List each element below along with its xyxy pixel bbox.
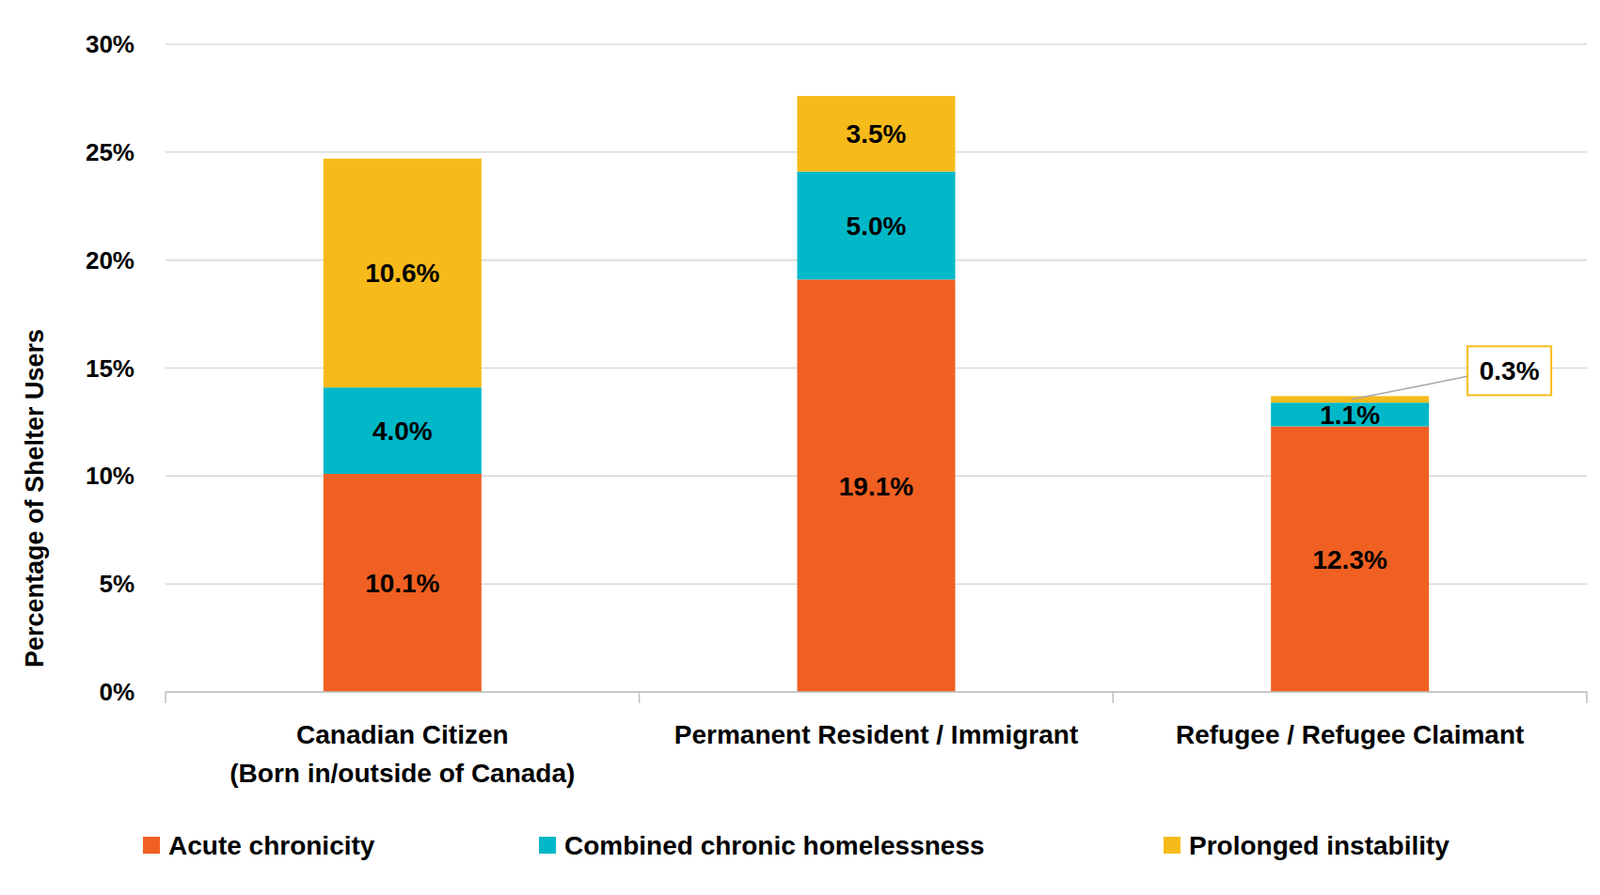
legend-swatch bbox=[142, 837, 160, 855]
bar-segment bbox=[797, 95, 956, 172]
data-label: 5.0% bbox=[846, 211, 907, 241]
data-label: 3.5% bbox=[846, 119, 907, 149]
x-tick-label: Permanent Resident / Immigrant bbox=[674, 720, 1078, 750]
legend-label: Prolonged instability bbox=[1188, 831, 1450, 861]
grid-line bbox=[165, 691, 1587, 694]
data-label: 1.1% bbox=[1319, 400, 1380, 430]
chart-container: 0% 5% 10% 15% 20% 25% 30% Percentage of Shelter… bbox=[0, 0, 1600, 895]
x-tick-label: Refugee / Refugee Claimant bbox=[1175, 720, 1524, 750]
data-label: 10.1% bbox=[364, 569, 440, 599]
bar-segment bbox=[323, 387, 482, 475]
bar-segment bbox=[323, 474, 482, 693]
callout-line bbox=[1351, 376, 1468, 399]
chart-svg: 0% 5% 10% 15% 20% 25% 30% Percentage of Shelter… bbox=[0, 0, 1600, 895]
x-tick-label-line: (Born in/outside of Canada) bbox=[229, 759, 575, 789]
data-label: 10.6% bbox=[364, 258, 440, 288]
bar-segment bbox=[797, 172, 956, 281]
data-label: 0.3% bbox=[1479, 356, 1540, 386]
y-tick-label: 5% bbox=[98, 570, 135, 599]
x-axis-line bbox=[165, 691, 1587, 694]
x-axis-separator bbox=[638, 692, 641, 704]
legend-label: Acute chronicity bbox=[168, 831, 376, 861]
data-label: 4.0% bbox=[372, 416, 433, 446]
legend-swatch bbox=[1163, 837, 1181, 855]
y-tick-label: 0% bbox=[98, 678, 135, 707]
legend-swatch bbox=[538, 837, 556, 855]
data-label: 12.3% bbox=[1312, 545, 1387, 575]
data-label: 19.1% bbox=[839, 472, 914, 502]
bars bbox=[323, 95, 1429, 693]
y-tick-label: 15% bbox=[85, 354, 135, 383]
x-tick-label-line: Permanent Resident / Immigrant bbox=[674, 720, 1078, 750]
bar-segment bbox=[323, 158, 482, 388]
y-tick-label: 30% bbox=[85, 30, 135, 59]
x-tick-label-line: Refugee / Refugee Claimant bbox=[1175, 720, 1524, 750]
callout-box bbox=[1467, 346, 1552, 396]
grid bbox=[165, 44, 1587, 693]
legend: Acute chronicity Combined chronic homeles… bbox=[142, 831, 1450, 861]
x-axis-separator bbox=[1585, 692, 1588, 704]
x-axis-separator bbox=[1112, 692, 1115, 704]
legend-label: Combined chronic homelessness bbox=[564, 831, 985, 861]
x-tick-label: Canadian Citizen (Born in/outside of Cana… bbox=[229, 720, 575, 789]
y-tick-label: 20% bbox=[85, 246, 135, 275]
x-axis-separator bbox=[164, 692, 167, 704]
data-labels: 10.1% 4.0% 10.6% 19.1% 5.0% 3.5% 12.3% 1.1% 0.3% bbox=[364, 119, 1552, 599]
x-tick-label-line: Canadian Citizen bbox=[296, 720, 509, 750]
y-axis-label: Percentage of Shelter Users bbox=[20, 329, 49, 668]
bar-segment bbox=[797, 279, 956, 693]
grid-line bbox=[165, 43, 1587, 46]
bar-segment bbox=[1270, 427, 1429, 693]
y-tick-label: 25% bbox=[85, 138, 135, 167]
y-tick-label: 10% bbox=[85, 461, 135, 491]
